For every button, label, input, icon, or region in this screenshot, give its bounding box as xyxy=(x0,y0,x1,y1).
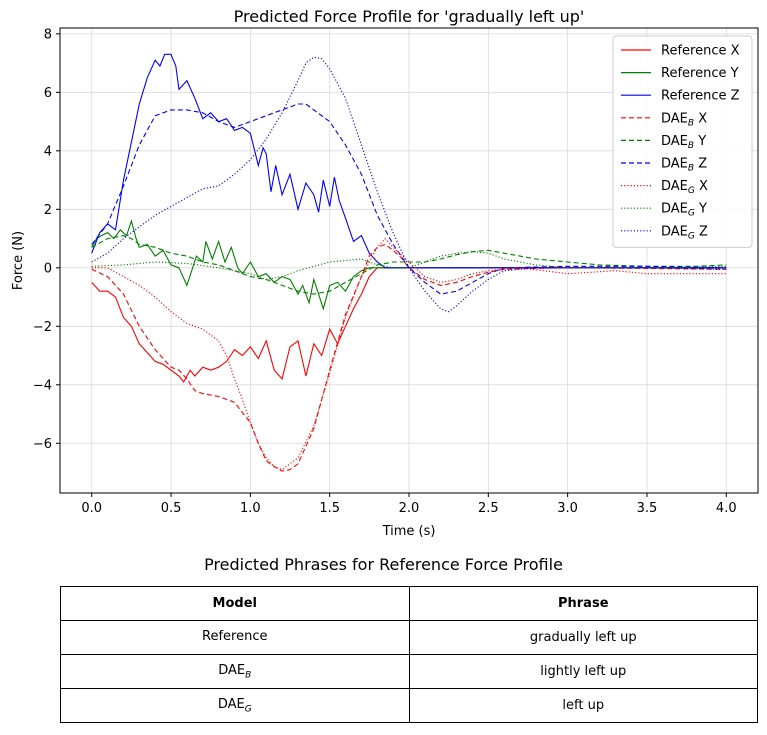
table-row: Reference gradually left up xyxy=(60,620,758,655)
legend-label: DAEB Y xyxy=(661,134,706,151)
legend-box xyxy=(612,35,753,248)
x-tick-label: 3.5 xyxy=(637,501,658,516)
legend-label-axis: Z xyxy=(695,224,708,239)
legend-label-axis: X xyxy=(695,179,708,194)
series-line xyxy=(91,267,727,383)
legend-label: DAEG Z xyxy=(661,224,708,241)
y-tick-label: −2 xyxy=(33,320,52,335)
legend-label: DAEB X xyxy=(661,111,707,128)
series-line xyxy=(91,235,727,295)
legend-label-main: DAE xyxy=(661,179,688,194)
x-tick-label: 3.0 xyxy=(557,501,578,516)
phrase-cell: left up xyxy=(408,688,758,723)
legend-label: DAEB Z xyxy=(661,157,707,174)
x-tick-label: 1.0 xyxy=(240,501,261,516)
series-line xyxy=(91,103,727,295)
y-axis-label: Force (N) xyxy=(11,231,26,290)
legend-label-main: Reference Z xyxy=(661,89,740,104)
phrase-cell: gradually left up xyxy=(408,620,758,655)
series-line xyxy=(91,53,727,269)
legend-label: DAEG X xyxy=(661,179,708,196)
model-cell: DAEB xyxy=(60,654,410,689)
x-tick-label: 2.0 xyxy=(399,501,420,516)
x-axis-label: Time (s) xyxy=(382,524,436,539)
table-header-row: Model Phrase xyxy=(60,586,758,621)
legend-label-main: DAE xyxy=(661,224,688,239)
series-line xyxy=(91,219,727,311)
y-tick-label: −4 xyxy=(33,378,52,393)
x-tick-label: 4.0 xyxy=(716,501,737,516)
legend-label: Reference X xyxy=(661,44,740,59)
force-profile-chart: 0.0 0.5 1.0 1.5 2.0 2.5 3.0 3.5 4.0 −6 −4 −2 0 2 4 6 8 Pr… xyxy=(11,7,759,539)
table-row: DAEG left up xyxy=(60,688,758,723)
y-tick-label: 0 xyxy=(44,261,52,276)
y-tick-label: 4 xyxy=(44,144,52,159)
y-tick-label: 6 xyxy=(44,86,52,101)
legend-label-main: DAE xyxy=(661,202,688,217)
legend-label-axis: X xyxy=(694,111,707,126)
x-tick-label: 2.5 xyxy=(478,501,499,516)
legend-label-main: DAE xyxy=(661,134,688,149)
series-line xyxy=(91,56,727,313)
phrase-cell: lightly left up xyxy=(408,654,758,689)
x-tick-label: 1.5 xyxy=(319,501,340,516)
legend-label-main: DAE xyxy=(661,111,688,126)
legend-label-subscript: B xyxy=(688,164,694,174)
legend-label-subscript: G xyxy=(688,209,695,219)
legend-label-subscript: G xyxy=(688,231,695,241)
legend-label: Reference Z xyxy=(661,89,740,104)
model-subscript: B xyxy=(245,670,252,681)
y-tick-label: 8 xyxy=(44,27,52,42)
y-tick-label: −6 xyxy=(33,437,52,452)
model-cell: DAEG xyxy=(60,688,410,723)
legend-label-axis: Z xyxy=(694,157,707,172)
x-tick-label: 0.0 xyxy=(81,501,102,516)
legend-label: DAEG Y xyxy=(661,202,707,219)
phrases-table: Model Phrase Reference gradually left up… xyxy=(60,586,758,723)
model-cell: Reference xyxy=(60,620,410,655)
legend-label: Reference Y xyxy=(661,66,739,81)
table-title: Predicted Phrases for Reference Force Pr… xyxy=(204,555,563,574)
legend-label-subscript: B xyxy=(688,118,694,128)
model-name: DAE xyxy=(217,696,245,712)
series-line xyxy=(91,251,727,281)
model-name: Reference xyxy=(202,628,268,644)
y-tick-label: 2 xyxy=(44,203,52,218)
model-name: DAE xyxy=(218,662,246,678)
legend-label-axis: Y xyxy=(695,202,707,217)
chart-title: Predicted Force Profile for 'gradually l… xyxy=(234,7,585,26)
legend-label-main: DAE xyxy=(661,157,688,172)
x-tick-label: 0.5 xyxy=(161,501,182,516)
legend-label-axis: Y xyxy=(694,134,706,149)
table-row: DAEB lightly left up xyxy=(60,654,758,689)
series-line xyxy=(91,237,727,471)
legend-label-subscript: G xyxy=(688,186,695,196)
legend-label-main: Reference X xyxy=(661,44,740,59)
header-model: Model xyxy=(60,586,410,621)
legend-label-subscript: B xyxy=(688,141,694,151)
model-subscript: G xyxy=(244,704,252,715)
header-phrase: Phrase xyxy=(408,586,758,621)
series-line xyxy=(91,243,727,472)
legend-label-main: Reference Y xyxy=(661,66,739,81)
